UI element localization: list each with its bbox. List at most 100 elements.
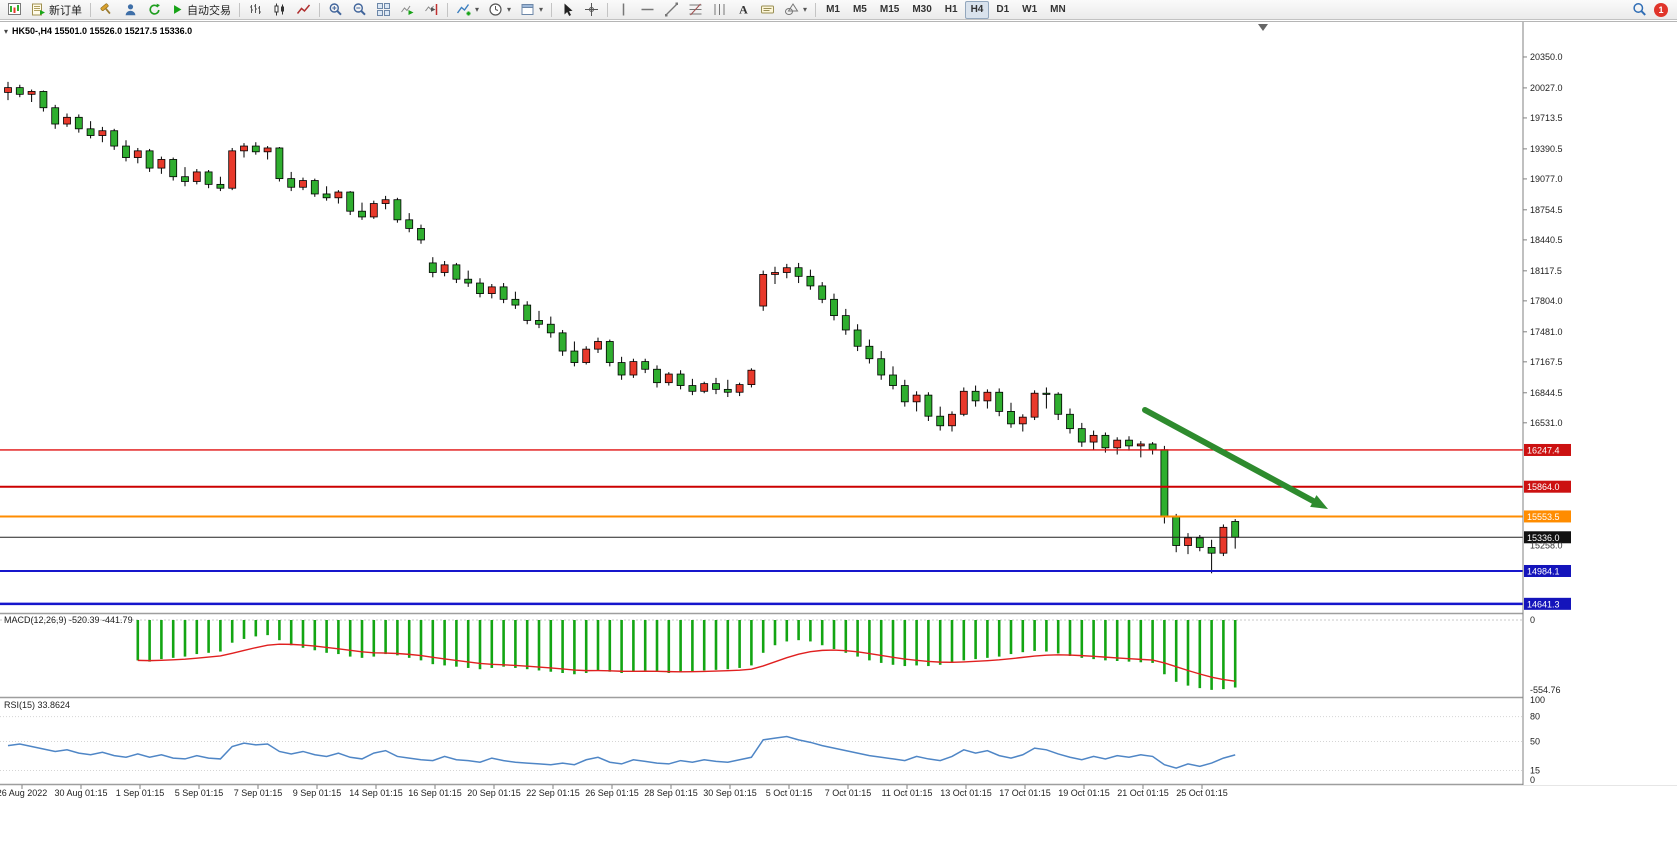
fibonacci-button[interactable] [684,1,707,19]
rsi-line [7,735,1236,769]
timeframe-m1-button[interactable]: M1 [820,1,846,19]
chart-window-icon [8,3,21,15]
tile-windows-button[interactable] [372,1,395,19]
text-tool-button[interactable]: A [732,1,755,19]
chart-shift-button[interactable] [420,1,443,19]
candle [511,298,520,306]
candle [605,341,614,363]
time-axis-label: 25 Oct 01:15 [1176,788,1228,798]
trendline-button[interactable] [660,1,683,19]
macd-axis-label: -554.76 [1530,685,1561,695]
trend-arrow[interactable] [1142,407,1323,508]
timeframes-menu-button[interactable]: ▾ [484,1,515,19]
chart-shift-marker[interactable] [1258,24,1268,31]
candle [841,315,850,331]
auto-trading-button[interactable]: 自动交易 [167,1,235,19]
price-tag[interactable] [1524,564,1571,577]
price-axis-label: 19390.5 [1530,144,1563,154]
refresh-icon [149,3,160,15]
time-axis[interactable]: 26 Aug 2022 30 Aug 01:15 1 Sep 01:15 5 Sep … [0,785,1228,798]
candle [381,199,390,204]
candlestick-chart-button[interactable] [268,1,291,19]
candle [865,345,874,360]
candle [51,107,60,125]
toolbar-separator [815,2,817,17]
refresh-button[interactable] [143,1,166,19]
profile-button[interactable] [119,1,142,19]
candle [417,228,425,241]
candle [782,267,791,273]
candle [1184,537,1192,546]
candle [487,286,496,294]
line-chart-button[interactable] [292,1,315,19]
price-tag[interactable] [1524,443,1571,456]
auto-scroll-button[interactable] [396,1,419,19]
price-axis-label: 16844.5 [1530,388,1563,398]
candle [452,264,461,280]
charts-button[interactable] [3,1,26,19]
horizontal-line-button[interactable] [636,1,659,19]
time-axis-label: 14 Sep 01:15 [349,788,403,798]
candle [192,171,201,182]
price-axis-label: 17804.0 [1530,296,1563,306]
timeframe-h1-button[interactable]: H1 [939,1,964,19]
price-axis-label: 19713.5 [1530,113,1563,123]
timeframe-d1-button[interactable]: D1 [990,1,1015,19]
trendline-icon [665,2,679,17]
candle [476,282,484,294]
shapes-icon [785,3,799,15]
price-tag-label: 15336.0 [1527,533,1560,543]
candle [39,91,48,109]
timeframe-h4-button[interactable]: H4 [964,0,990,19]
tools-button[interactable] [95,1,118,19]
vertical-line-button[interactable] [612,1,635,19]
price-tag-label: 16247.4 [1527,445,1560,455]
price-tag[interactable] [1524,597,1571,610]
candle [169,159,178,178]
timeframe-m30-button[interactable]: M30 [906,1,937,19]
candle [4,87,12,93]
one-click-trading-toggle[interactable]: ▾ [4,26,9,36]
cycle-lines-button[interactable] [708,1,731,19]
zoom-out-button[interactable] [348,1,371,19]
candle [806,275,815,287]
chart-ohlc-title: HK50-,H4 15501.0 15526.0 15217.5 15336.0 [12,26,193,36]
time-axis-label: 30 Aug 01:15 [54,788,107,798]
notification-badge[interactable]: 1 [1654,2,1668,17]
time-axis-label: 11 Oct 01:15 [882,788,933,798]
timeframe-w1-button[interactable]: W1 [1016,1,1043,19]
candle [676,373,685,386]
candle [936,415,945,427]
price-tag[interactable] [1524,510,1571,523]
timeframe-m5-button[interactable]: M5 [847,1,873,19]
shapes-button[interactable]: ▾ [780,1,811,19]
bar-chart-button[interactable] [244,1,267,19]
candle [393,199,402,221]
candle [157,159,166,169]
price-tag[interactable] [1524,531,1571,544]
candle [983,391,992,402]
candle [322,193,331,199]
search-button[interactable] [1628,1,1651,19]
new-order-button[interactable]: 新订单 [27,1,86,19]
zoom-in-button[interactable] [324,1,347,19]
candle [641,361,650,370]
timeframe-mn-button[interactable]: MN [1044,1,1072,19]
candle [310,180,319,195]
time-axis-label: 30 Sep 01:15 [703,788,757,798]
timeframe-m15-button[interactable]: M15 [874,1,905,19]
price-axis-label: 18754.5 [1530,205,1563,215]
candle [240,145,248,152]
toolbar-separator [447,2,448,17]
rsi-axis-label: 15 [1530,766,1540,776]
indicators-button[interactable]: ▾ [452,1,483,19]
cursor-button[interactable] [556,1,579,19]
price-axis[interactable]: 20350.0 20027.0 19713.5 19390.5 19077.0 18754… [1522,22,1677,785]
candle [1160,449,1169,518]
templates-button[interactable]: ▾ [516,1,547,19]
candle [830,298,838,317]
crosshair-button[interactable] [580,1,603,19]
price-tag[interactable] [1524,480,1571,493]
text-label-button[interactable] [756,1,779,19]
